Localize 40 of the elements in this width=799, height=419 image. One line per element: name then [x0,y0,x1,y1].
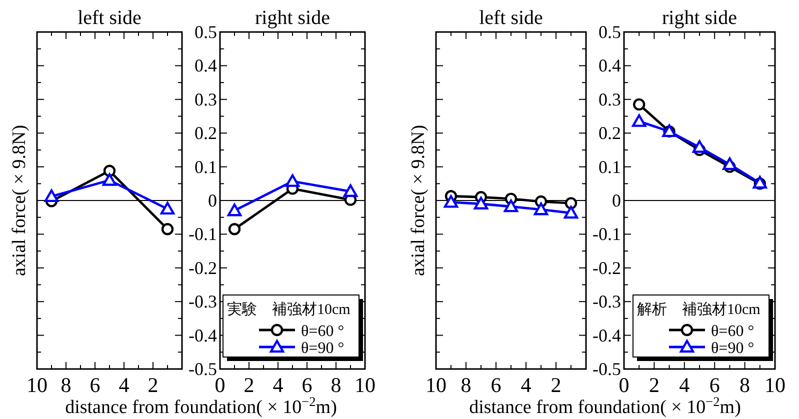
y-tick-label: 0.3 [598,89,621,110]
x-tick-label: 10 [764,373,786,397]
y-tick-label: 0.2 [194,123,217,144]
legend-label: θ=90 ° [301,340,344,357]
y-tick-label: -0.5 [592,359,621,379]
x-tick-label: 8 [740,373,750,397]
y-tick-label: 0.4 [194,56,217,76]
legend-label: θ=60 ° [301,323,344,340]
y-tick-label: -0.4 [592,325,621,346]
y-tick-label: -0.2 [188,258,217,278]
y-tick-label: -0.5 [188,359,217,379]
y-tick-label: -0.3 [188,292,217,312]
x-tick-label: 10 [26,373,48,397]
chart-title: left side [78,7,142,29]
y-tick-label: 0.5 [598,22,621,42]
y-axis-title: axial force( × 9.8N) [408,124,429,276]
y-tick-label: -0.1 [592,224,621,244]
legend-title: 解析 補強材10cm [637,301,761,318]
chart-title: right side [662,7,738,29]
y-tick-label: 0.3 [194,89,217,110]
chart-title: left side [479,7,544,29]
y-tick-label: -0.2 [592,258,621,278]
y-tick-label: 0.5 [194,22,217,42]
y-axis-title: axial force( × 9.8N) [9,124,30,276]
legend-label: θ=60 ° [711,323,754,340]
y-tick-label: -0.3 [592,292,621,312]
y-tick-label: 0.1 [194,156,217,177]
y-tick-label: 0.2 [598,123,621,144]
x-tick-label: 10 [354,373,376,397]
x-tick-label: 10 [426,373,446,397]
legend-label: θ=90 ° [711,340,754,357]
x-tick-label: 8 [460,373,472,397]
chart-title: right side [255,7,330,29]
y-tick-label: -0.4 [188,325,217,346]
legend-title: 実験 補強材10cm [227,301,351,318]
y-tick-label: 0.4 [598,56,621,76]
y-tick-label: 0 [612,190,621,210]
y-tick-label: 0 [208,190,217,210]
y-tick-label: 0.1 [598,156,621,177]
y-tick-label: -0.1 [188,224,217,244]
